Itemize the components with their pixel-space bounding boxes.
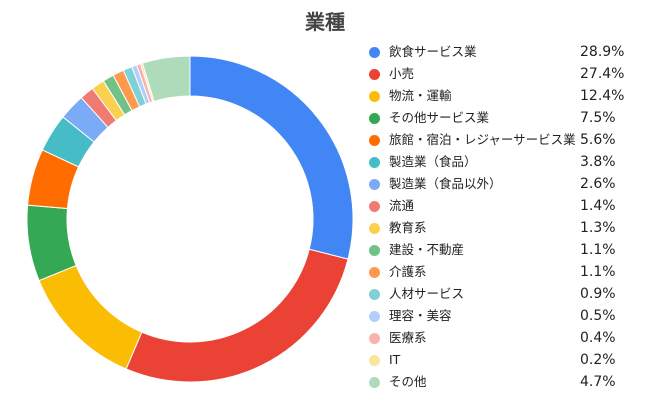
legend-label: IT	[389, 352, 401, 367]
legend-item[interactable]: 医療系 0.4%	[365, 327, 645, 349]
legend-swatch	[369, 289, 380, 300]
chart-title: 業種	[305, 10, 345, 34]
legend-item[interactable]: 飲食サービス業 28.9%	[365, 41, 645, 63]
legend-value: 0.2%	[580, 352, 616, 368]
legend-item[interactable]: 人材サービス 0.9%	[365, 283, 645, 305]
donut-slice-0[interactable]	[189, 55, 354, 260]
legend-label: 人材サービス	[389, 286, 465, 301]
legend-label: 介護系	[389, 264, 427, 279]
legend-label: 流通	[389, 198, 415, 213]
legend-value: 7.5%	[580, 110, 616, 126]
legend-value: 2.6%	[580, 176, 616, 192]
legend-swatch	[369, 267, 380, 278]
legend-item[interactable]: 介護系 1.1%	[365, 261, 645, 283]
legend-item[interactable]: 建設・不動産 1.1%	[365, 239, 645, 261]
legend-value: 1.3%	[580, 220, 616, 236]
legend-label: 製造業（食品以外）	[389, 176, 502, 191]
legend-label: 理容・美容	[389, 308, 452, 323]
legend-swatch	[369, 311, 380, 322]
chart-legend: 飲食サービス業 28.9% 小売 27.4% 物流・運輸 12.4% その他サービス業 7.5…	[365, 41, 645, 393]
legend-swatch	[369, 47, 380, 58]
legend-item[interactable]: IT 0.2%	[365, 349, 645, 371]
legend-label: 旅館・宿泊・レジャーサービス業	[389, 132, 576, 147]
legend-value: 3.8%	[580, 154, 616, 170]
legend-value: 12.4%	[580, 88, 625, 104]
legend-value: 5.6%	[580, 132, 616, 148]
legend-value: 28.9%	[580, 44, 625, 60]
legend-swatch	[369, 135, 380, 146]
legend-value: 27.4%	[580, 66, 625, 82]
legend-item[interactable]: 理容・美容 0.5%	[365, 305, 645, 327]
legend-swatch	[369, 377, 380, 388]
legend-label: 建設・不動産	[389, 242, 465, 257]
legend-label: 製造業（食品）	[389, 154, 477, 169]
legend-label: その他	[389, 374, 427, 389]
legend-item[interactable]: 流通 1.4%	[365, 195, 645, 217]
legend-value: 1.4%	[580, 198, 616, 214]
legend-swatch	[369, 245, 380, 256]
legend-label: 教育系	[389, 220, 427, 235]
legend-item[interactable]: 小売 27.4%	[365, 63, 645, 85]
legend-label: 飲食サービス業	[389, 44, 477, 59]
donut-slice-2[interactable]	[38, 264, 143, 370]
legend-value: 0.9%	[580, 286, 616, 302]
legend-swatch	[369, 113, 380, 124]
legend-item[interactable]: 製造業（食品） 3.8%	[365, 151, 645, 173]
legend-value: 0.5%	[580, 308, 616, 324]
legend-swatch	[369, 69, 380, 80]
legend-swatch	[369, 157, 380, 168]
legend-value: 1.1%	[580, 264, 616, 280]
legend-value: 4.7%	[580, 374, 616, 390]
legend-swatch	[369, 91, 380, 102]
legend-label: 物流・運輸	[389, 88, 452, 103]
legend-value: 0.4%	[580, 330, 616, 346]
legend-swatch	[369, 201, 380, 212]
legend-item[interactable]: 旅館・宿泊・レジャーサービス業 5.6%	[365, 129, 645, 151]
legend-label: その他サービス業	[389, 110, 490, 125]
legend-item[interactable]: 教育系 1.3%	[365, 217, 645, 239]
donut-slice-15[interactable]	[141, 55, 191, 102]
legend-swatch	[369, 355, 380, 366]
legend-item[interactable]: その他 4.7%	[365, 371, 645, 393]
legend-swatch	[369, 333, 380, 344]
legend-value: 1.1%	[580, 242, 616, 258]
legend-swatch	[369, 223, 380, 234]
legend-item[interactable]: 物流・運輸 12.4%	[365, 85, 645, 107]
legend-label: 小売	[389, 66, 415, 81]
legend-swatch	[369, 179, 380, 190]
legend-item[interactable]: その他サービス業 7.5%	[365, 107, 645, 129]
legend-item[interactable]: 製造業（食品以外） 2.6%	[365, 173, 645, 195]
donut-slice-1[interactable]	[125, 248, 349, 383]
legend-label: 医療系	[389, 330, 427, 345]
